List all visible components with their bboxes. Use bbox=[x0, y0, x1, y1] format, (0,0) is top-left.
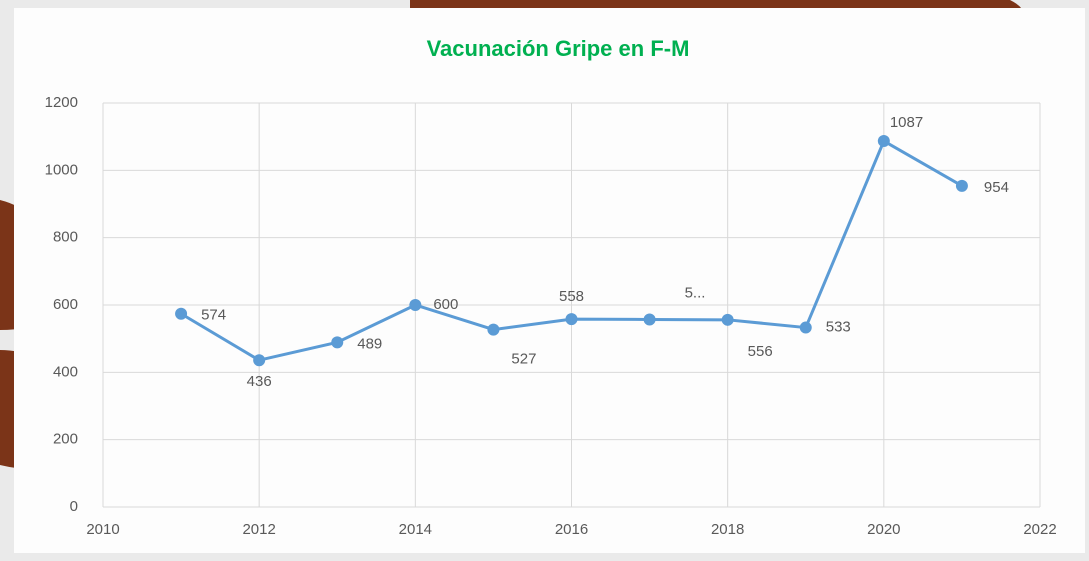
y-tick-label: 200 bbox=[53, 431, 78, 448]
chart-title: Vacunación Gripe en F-M bbox=[427, 36, 690, 61]
point bbox=[956, 180, 968, 192]
point bbox=[722, 314, 734, 326]
x-tick-label: 2014 bbox=[399, 521, 432, 538]
chart-panel bbox=[14, 8, 1085, 553]
x-tick-label: 2010 bbox=[86, 521, 119, 538]
x-tick-label: 2022 bbox=[1023, 521, 1056, 538]
point bbox=[331, 336, 343, 348]
point bbox=[566, 313, 578, 325]
data-label: 489 bbox=[357, 335, 382, 352]
data-label: 954 bbox=[984, 179, 1009, 196]
y-tick-label: 1000 bbox=[45, 161, 78, 178]
point bbox=[800, 322, 812, 334]
y-tick-label: 0 bbox=[70, 498, 78, 515]
data-label: 533 bbox=[826, 319, 851, 336]
point bbox=[878, 135, 890, 147]
data-label: 1087 bbox=[890, 114, 923, 131]
page: Vacunación Gripe en F-M 0 200 400 600 800 100… bbox=[0, 0, 1089, 561]
data-label: 556 bbox=[748, 343, 773, 360]
point bbox=[487, 324, 499, 336]
y-tick-label: 400 bbox=[53, 363, 78, 380]
x-tick-label: 2018 bbox=[711, 521, 744, 538]
data-label: 600 bbox=[433, 296, 458, 313]
point bbox=[644, 313, 656, 325]
y-tick-label: 600 bbox=[53, 296, 78, 313]
data-label: 527 bbox=[511, 351, 536, 368]
x-tick-label: 2012 bbox=[242, 521, 275, 538]
point bbox=[175, 308, 187, 320]
data-label: 436 bbox=[247, 373, 272, 390]
data-label: 574 bbox=[201, 307, 226, 324]
x-tick-label: 2020 bbox=[867, 521, 900, 538]
data-label: 5... bbox=[685, 284, 706, 301]
point bbox=[253, 354, 265, 366]
chart: Vacunación Gripe en F-M 0 200 400 600 800 100… bbox=[0, 0, 1089, 561]
y-tick-label: 1200 bbox=[45, 94, 78, 111]
point bbox=[409, 299, 421, 311]
data-label: 558 bbox=[559, 288, 584, 305]
x-tick-label: 2016 bbox=[555, 521, 588, 538]
y-tick-label: 800 bbox=[53, 229, 78, 246]
